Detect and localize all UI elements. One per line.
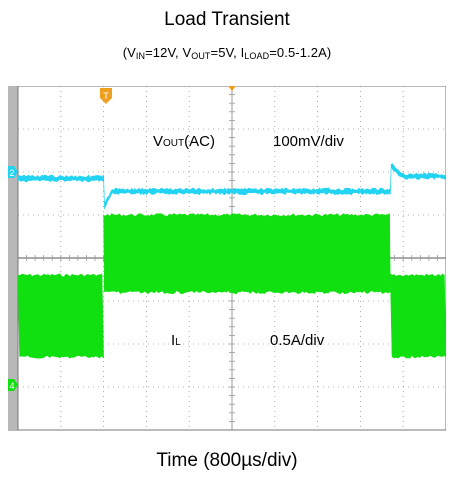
ch4-marker: 4 (8, 379, 18, 391)
ch2-marker-shape (8, 166, 18, 178)
traces (17, 86, 446, 359)
oscilloscope-plot: T 2 4 VOUT(AC) 100mV/div IL 0.5A/div (8, 86, 446, 431)
subtitle-part: =12V, V (145, 45, 192, 60)
x-axis-label: Time (800µs/div) (156, 450, 298, 471)
il-scale-label: 0.5A/div (270, 332, 325, 349)
chart-title: Load Transient (164, 9, 290, 30)
plot-border (17, 86, 446, 431)
il-trace-segment (17, 273, 104, 359)
trigger-marker-label: T (103, 91, 109, 101)
subtitle-part: (V (122, 45, 136, 60)
trigger-marker: T (100, 88, 112, 104)
vout-trace (17, 163, 446, 210)
il-label: IL (171, 332, 181, 349)
ch4-marker-shape (8, 379, 18, 391)
vout-label-sub: OUT (163, 138, 184, 149)
vout-label: VOUT(AC) (153, 133, 215, 150)
ch2-marker-label: 2 (9, 168, 14, 178)
subtitle-subscript-vout: OUT (191, 51, 211, 61)
trigger-marker-shape (100, 88, 112, 104)
vout-label-tail: (AC) (184, 133, 215, 150)
channel-markers: T 2 4 (8, 88, 112, 391)
vout-scale-label: 100mV/div (273, 133, 344, 150)
annotations: VOUT(AC) 100mV/div IL 0.5A/div (153, 133, 344, 349)
il-label-sub: L (175, 337, 181, 348)
vout-label-main: V (153, 133, 163, 150)
ch2-marker: 2 (8, 166, 18, 178)
ch4-marker-label: 4 (9, 381, 14, 391)
il-label-main: I (171, 332, 175, 349)
subtitle-subscript-vin: IN (135, 51, 146, 61)
chart-subtitle: (VIN=12V, VOUT=5V, ILOAD=0.5-1.2A) (0, 45, 454, 61)
subtitle-subscript-iload: LOAD (244, 51, 270, 61)
subtitle-part: =0.5-1.2A) (269, 45, 332, 60)
subtitle-part: =5V, I (210, 45, 245, 60)
time-reference-marker (228, 86, 236, 91)
left-side-strip (8, 86, 18, 431)
il-trace-segment (103, 213, 391, 295)
il-trace-segment (390, 273, 446, 359)
